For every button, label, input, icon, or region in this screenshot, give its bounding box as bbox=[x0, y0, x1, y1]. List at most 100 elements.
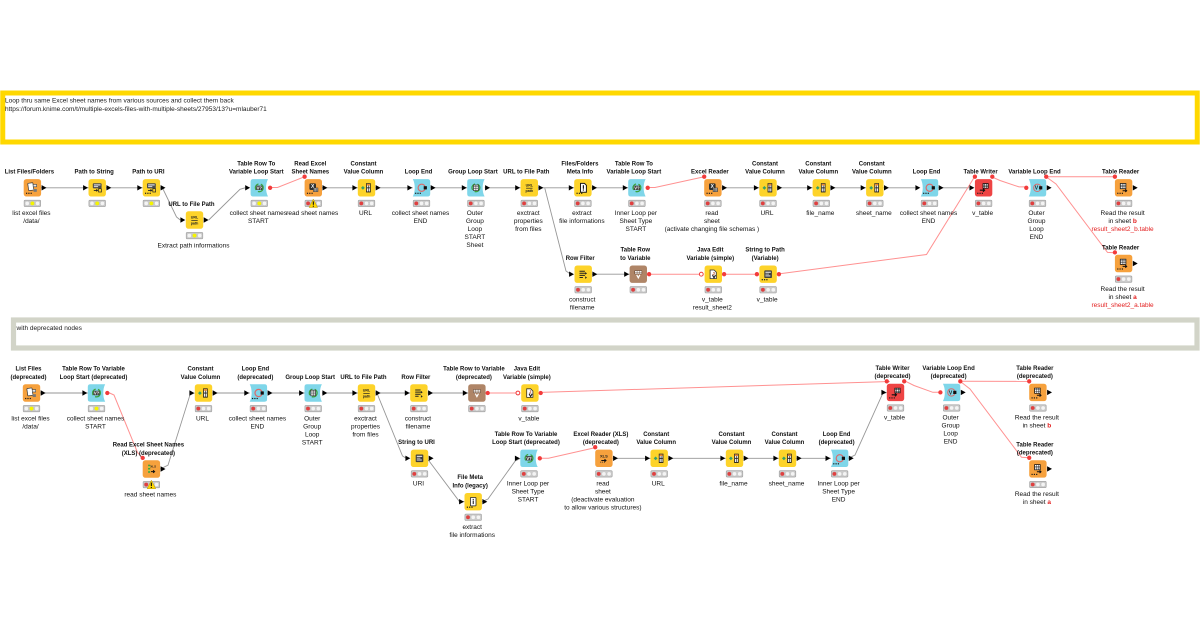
svg-text:v_table: v_table bbox=[757, 296, 778, 303]
svg-text:Meta Info: Meta Info bbox=[567, 170, 594, 176]
svg-text:Group Loop Start: Group Loop Start bbox=[448, 170, 498, 176]
svg-text:Table Row To Variable: Table Row To Variable bbox=[62, 366, 125, 372]
svg-text:Java Edit: Java Edit bbox=[514, 366, 540, 372]
svg-text:Files/Folders: Files/Folders bbox=[561, 161, 599, 167]
svg-text:path: path bbox=[526, 189, 534, 193]
svg-text:Constant: Constant bbox=[351, 161, 377, 167]
svg-text:v_table: v_table bbox=[702, 296, 723, 303]
svg-text:Variable Loop Start: Variable Loop Start bbox=[607, 170, 662, 176]
svg-text:Read the result: Read the result bbox=[1015, 491, 1059, 498]
svg-text:in sheet a: in sheet a bbox=[1023, 499, 1052, 506]
svg-text:Constant: Constant bbox=[772, 432, 798, 438]
svg-text:Outer: Outer bbox=[1028, 210, 1045, 217]
svg-text:START: START bbox=[302, 439, 323, 446]
svg-text:Excel Reader (XLS): Excel Reader (XLS) bbox=[573, 432, 628, 438]
svg-text:Row Filter: Row Filter bbox=[401, 375, 431, 381]
svg-text:Java Edit: Java Edit bbox=[697, 248, 723, 254]
svg-text:Read Excel: Read Excel bbox=[294, 161, 326, 167]
svg-text:START: START bbox=[626, 226, 647, 233]
svg-text:(deprecated): (deprecated) bbox=[874, 374, 910, 380]
svg-text:Loop End: Loop End bbox=[242, 366, 270, 372]
svg-text:with deprecated nodes: with deprecated nodes bbox=[16, 325, 83, 332]
svg-text:collect sheet names: collect sheet names bbox=[229, 415, 287, 422]
svg-text:Variable (simple): Variable (simple) bbox=[686, 256, 734, 262]
svg-text:in sheet b: in sheet b bbox=[1108, 218, 1137, 225]
svg-text:read: read bbox=[596, 481, 609, 488]
svg-text:URL to File Path: URL to File Path bbox=[340, 375, 387, 381]
svg-text:extract: extract bbox=[572, 210, 592, 217]
svg-text:read sheet names: read sheet names bbox=[124, 491, 177, 498]
svg-text:Loop Start (deprecated): Loop Start (deprecated) bbox=[60, 375, 128, 381]
svg-text:Constant: Constant bbox=[719, 432, 745, 438]
svg-text:(activate changing file schema: (activate changing file schemas ) bbox=[665, 226, 760, 233]
svg-text:Group: Group bbox=[466, 218, 484, 225]
svg-text:Inner Loop per: Inner Loop per bbox=[615, 210, 658, 217]
svg-text:Outer: Outer bbox=[304, 415, 321, 422]
svg-text:String to Path: String to Path bbox=[745, 248, 785, 254]
svg-text:Table Writer: Table Writer bbox=[964, 170, 999, 176]
svg-text:V?: V? bbox=[526, 456, 532, 461]
svg-text:Table Row to Variable: Table Row to Variable bbox=[443, 366, 505, 372]
svg-text:Value Column: Value Column bbox=[636, 440, 676, 446]
svg-text:construct: construct bbox=[569, 296, 596, 303]
svg-text:Loop: Loop bbox=[943, 431, 958, 438]
svg-text:collect sheet names: collect sheet names bbox=[230, 210, 288, 217]
svg-text:Table Reader: Table Reader bbox=[1102, 245, 1140, 251]
svg-text:(deprecated): (deprecated) bbox=[237, 375, 273, 381]
svg-text:(deprecated): (deprecated) bbox=[583, 440, 619, 446]
svg-text:(Variable): (Variable) bbox=[752, 256, 779, 262]
svg-text:Group Loop Start: Group Loop Start bbox=[285, 375, 335, 381]
svg-text:V: V bbox=[949, 390, 953, 396]
svg-text:List Files/Folders: List Files/Folders bbox=[5, 170, 55, 176]
svg-text:Table Reader: Table Reader bbox=[1016, 366, 1054, 372]
svg-text:List Files: List Files bbox=[15, 366, 42, 372]
svg-text:URL: URL bbox=[196, 415, 209, 422]
svg-text:Group: Group bbox=[1027, 218, 1045, 225]
svg-text:V: V bbox=[1035, 186, 1039, 192]
svg-text:/data/: /data/ bbox=[23, 218, 39, 225]
svg-text:(deprecated): (deprecated) bbox=[819, 440, 855, 446]
svg-text:in sheet a: in sheet a bbox=[1108, 294, 1137, 301]
svg-text:END: END bbox=[944, 439, 958, 446]
svg-text:V?: V? bbox=[634, 185, 640, 190]
svg-text:Value Column: Value Column bbox=[852, 170, 892, 176]
svg-text:XLS: XLS bbox=[600, 454, 608, 459]
svg-text:END: END bbox=[414, 218, 428, 225]
svg-text:Extract path informations: Extract path informations bbox=[158, 242, 231, 249]
svg-text:read: read bbox=[705, 210, 718, 217]
svg-text:V?: V? bbox=[257, 185, 263, 190]
svg-text:XLS: XLS bbox=[150, 464, 156, 468]
svg-text:list excel files: list excel files bbox=[11, 415, 50, 422]
svg-text:Table Row To Variable: Table Row To Variable bbox=[495, 432, 558, 438]
svg-text:Loop End: Loop End bbox=[405, 170, 433, 176]
svg-text:Table Reader: Table Reader bbox=[1016, 442, 1054, 448]
svg-text:Variable Loop Start: Variable Loop Start bbox=[229, 170, 284, 176]
svg-text:collect sheet names: collect sheet names bbox=[392, 210, 450, 217]
svg-text:in sheet b: in sheet b bbox=[1023, 423, 1052, 430]
svg-text:sheet_name: sheet_name bbox=[769, 481, 805, 488]
svg-text:Sheet Type: Sheet Type bbox=[822, 489, 855, 496]
svg-text:Constant: Constant bbox=[643, 432, 669, 438]
svg-text:(deprecated): (deprecated) bbox=[1017, 374, 1053, 380]
svg-text:Value Column: Value Column bbox=[344, 170, 384, 176]
svg-text:(deprecated): (deprecated) bbox=[456, 375, 492, 381]
svg-text:X: X bbox=[311, 184, 315, 190]
svg-text:from files: from files bbox=[515, 226, 542, 233]
svg-text:Read the result: Read the result bbox=[1015, 415, 1059, 422]
svg-text:Info (legacy): Info (legacy) bbox=[453, 483, 488, 489]
svg-text:Sheet Type: Sheet Type bbox=[512, 489, 545, 496]
svg-text:Read the result: Read the result bbox=[1101, 286, 1145, 293]
svg-text:(deprecated): (deprecated) bbox=[10, 375, 46, 381]
svg-text:Constant: Constant bbox=[859, 161, 885, 167]
svg-text:v_table: v_table bbox=[884, 415, 905, 422]
svg-text:Loop: Loop bbox=[1029, 226, 1044, 233]
svg-text:URI: URI bbox=[413, 481, 424, 488]
svg-text:/data/: /data/ bbox=[22, 423, 38, 430]
svg-text:exctract: exctract bbox=[517, 210, 540, 217]
svg-text:START: START bbox=[248, 218, 269, 225]
svg-text:exctract: exctract bbox=[354, 415, 377, 422]
svg-text:Value Column: Value Column bbox=[798, 170, 838, 176]
svg-text:sheet_name: sheet_name bbox=[856, 210, 892, 217]
svg-text:URL to File Path: URL to File Path bbox=[168, 202, 215, 208]
svg-text:collect sheet names: collect sheet names bbox=[67, 415, 125, 422]
